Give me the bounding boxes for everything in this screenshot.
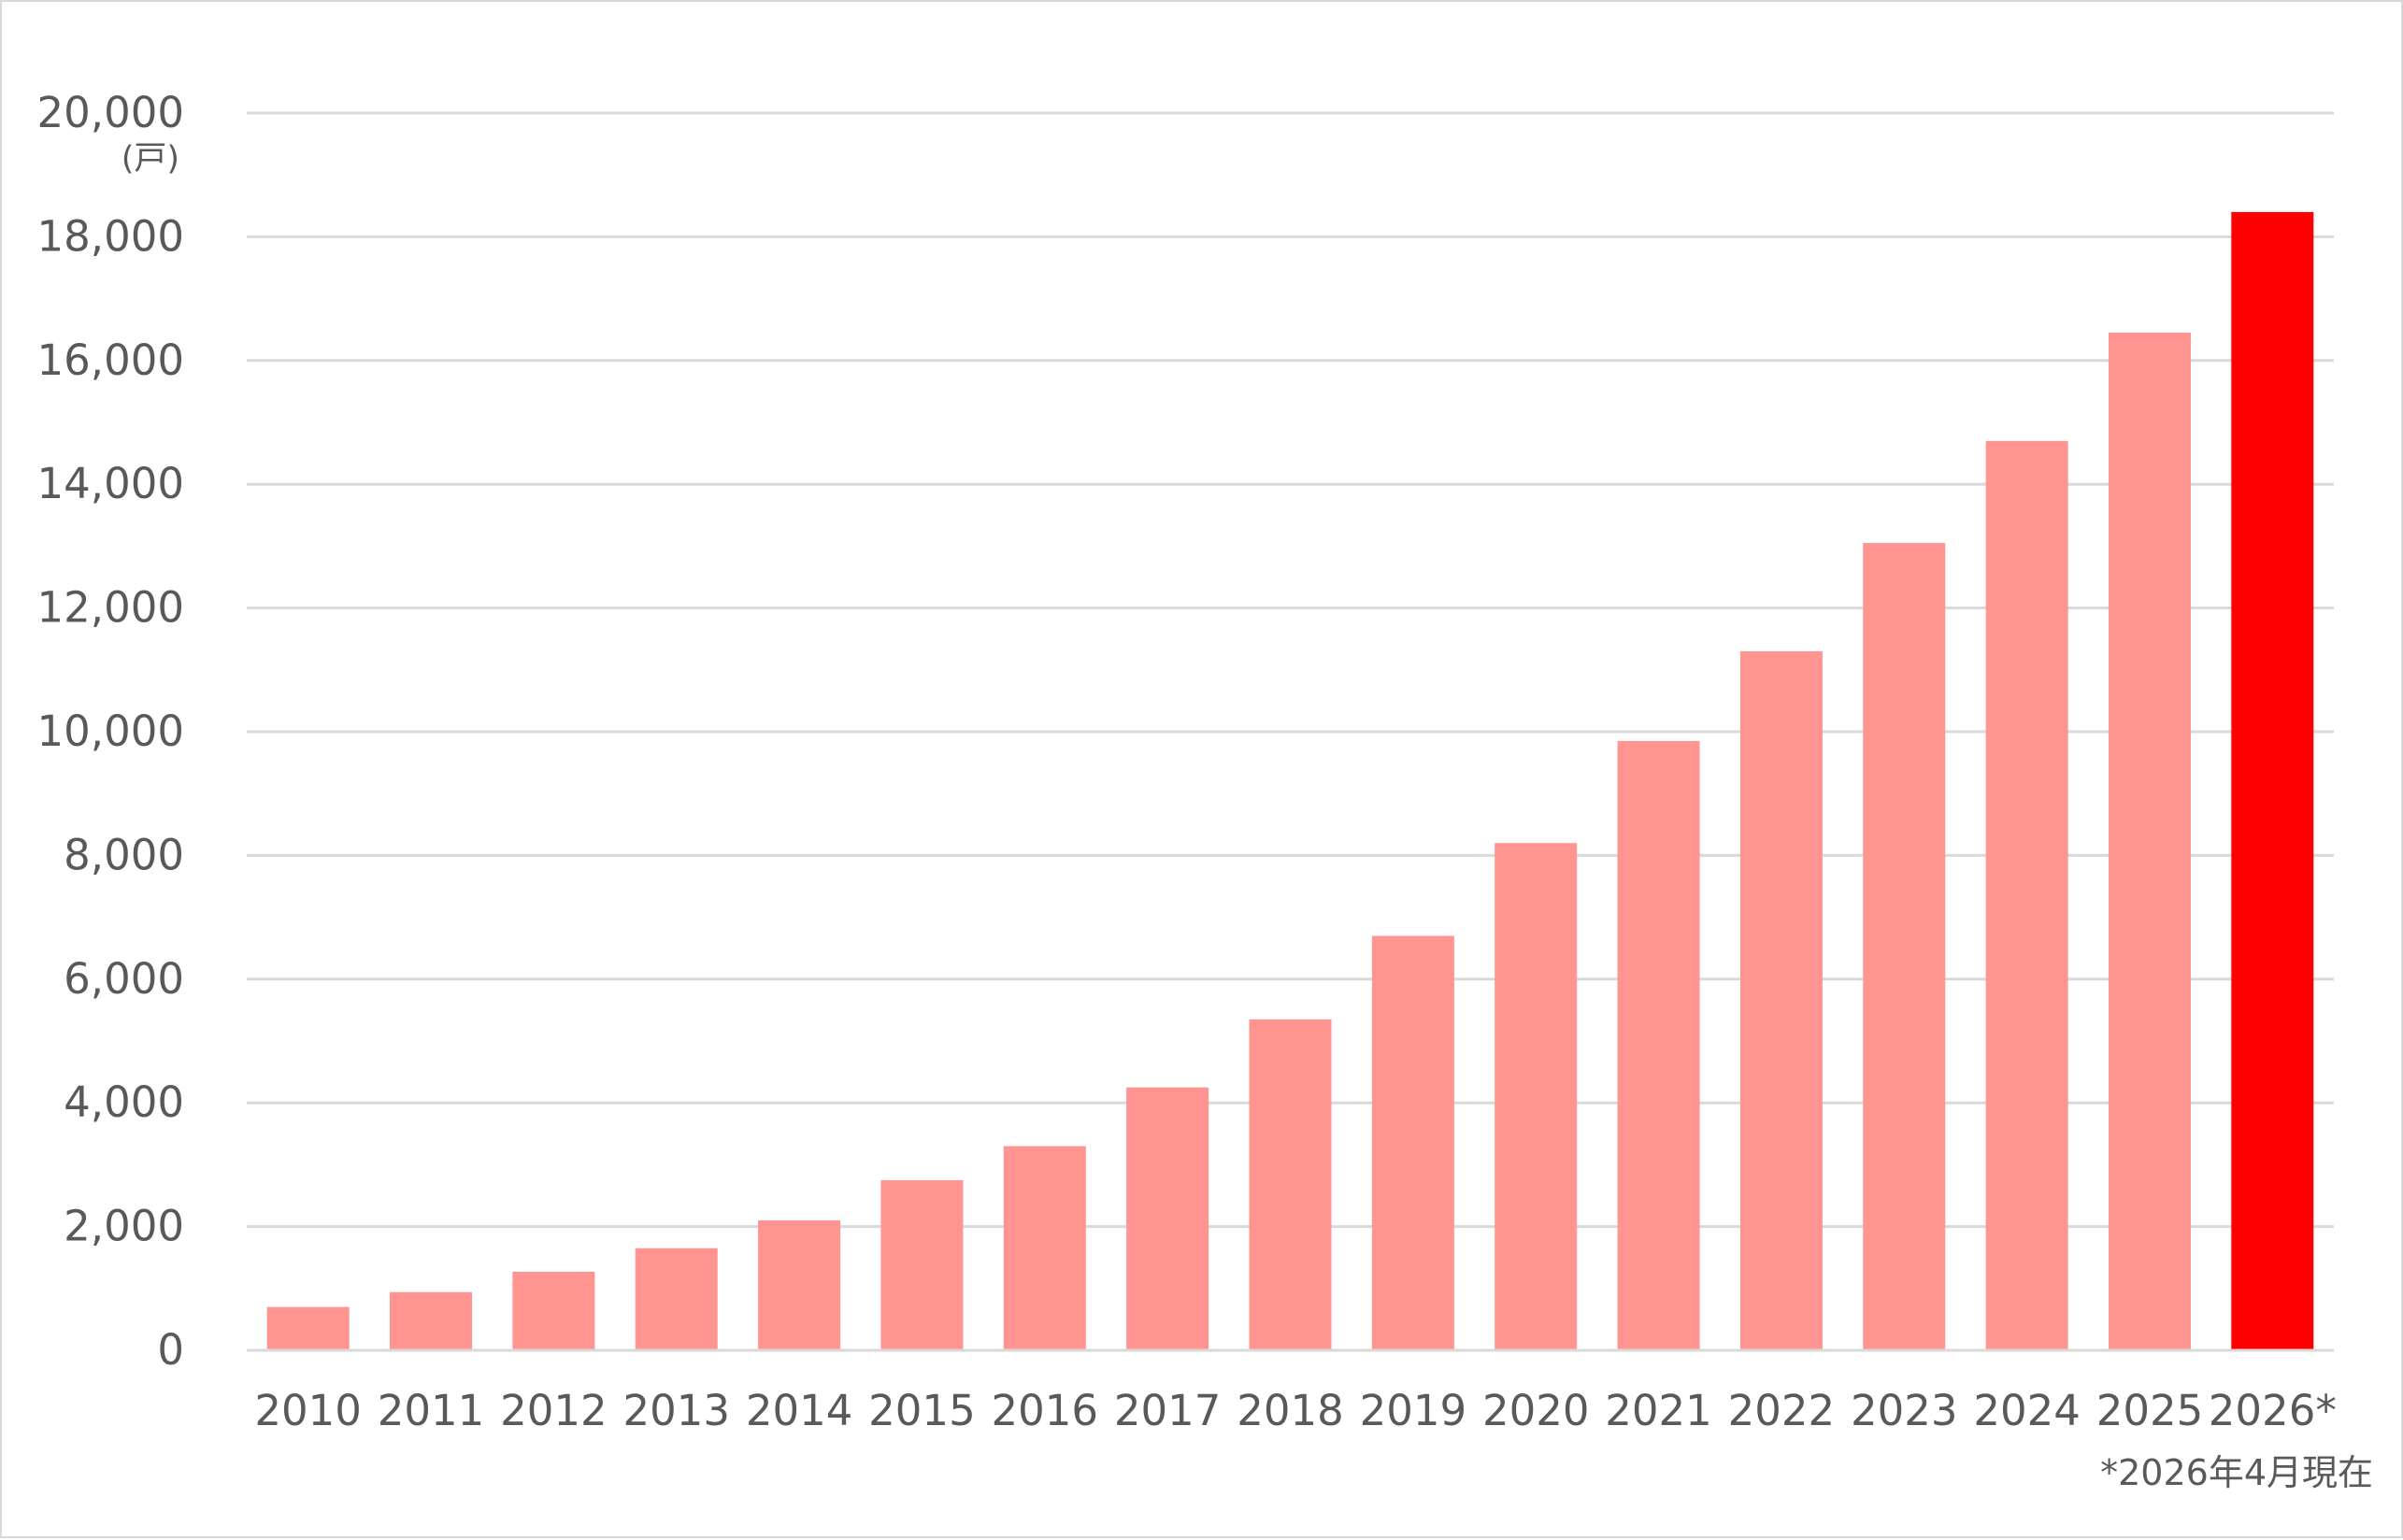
x-tick-label: 2025 <box>2096 1386 2204 1435</box>
bars <box>266 211 2314 1350</box>
x-tick-label: 2018 <box>1237 1386 1344 1435</box>
bar <box>758 1219 841 1350</box>
y-tick-label: 4,000 <box>64 1077 184 1127</box>
grid-lines <box>247 111 2334 1229</box>
bar <box>1739 650 1823 1350</box>
x-tick-label: 2011 <box>378 1386 485 1435</box>
y-tick-label: 10,000 <box>37 706 184 756</box>
x-tick-label: 2026* <box>2209 1386 2337 1435</box>
bar <box>512 1271 595 1350</box>
x-tick-label: 2010 <box>254 1386 362 1435</box>
x-tick-labels: 2010 2011 2012 2013 2014 2015 2016 2017 2018 2019… <box>254 1386 2336 1435</box>
x-tick-label: 2013 <box>622 1386 730 1435</box>
y-tick-label: 0 <box>157 1325 184 1375</box>
x-tick-label: 2012 <box>500 1386 608 1435</box>
footnote: *2026年4月現在 <box>2100 1452 2373 1493</box>
x-tick-label: 2019 <box>1360 1386 1467 1435</box>
x-tick-label: 2016 <box>992 1386 1099 1435</box>
bar <box>635 1248 718 1350</box>
y-tick-label: 20,000 <box>37 88 184 137</box>
bar <box>266 1306 350 1350</box>
y-tick-label: 18,000 <box>37 211 184 261</box>
y-tick-label: 14,000 <box>37 459 184 508</box>
x-tick-label: 2017 <box>1114 1386 1222 1435</box>
x-tick-label: 2023 <box>1851 1386 1958 1435</box>
bar <box>390 1291 473 1350</box>
x-tick-label: 2022 <box>1728 1386 1836 1435</box>
bar <box>880 1179 964 1350</box>
y-tick-label: 16,000 <box>37 335 184 385</box>
y-tick-labels: 0 2,000 4,000 6,000 8,000 10,000 12,000 14,000 1… <box>37 88 184 1375</box>
y-tick-label: 6,000 <box>64 954 184 1004</box>
x-tick-label: 2015 <box>868 1386 976 1435</box>
bar <box>1371 935 1454 1350</box>
bar <box>1863 543 1946 1350</box>
x-tick-label: 2014 <box>746 1386 853 1435</box>
x-tick-label: 2024 <box>1973 1386 2081 1435</box>
bar <box>2108 333 2191 1350</box>
y-unit-label: (戸) <box>122 140 179 178</box>
x-tick-label: 2020 <box>1482 1386 1590 1435</box>
bar <box>1617 740 1700 1350</box>
bar <box>1249 1019 1332 1350</box>
y-tick-label: 8,000 <box>64 830 184 879</box>
bar <box>1003 1146 1086 1350</box>
y-tick-label: 2,000 <box>64 1202 184 1251</box>
bar <box>1985 440 2068 1350</box>
y-tick-label: 12,000 <box>37 583 184 633</box>
x-tick-label: 2021 <box>1605 1386 1712 1435</box>
bar <box>1495 843 1578 1350</box>
bar <box>2231 211 2314 1350</box>
bar <box>1126 1087 1209 1350</box>
